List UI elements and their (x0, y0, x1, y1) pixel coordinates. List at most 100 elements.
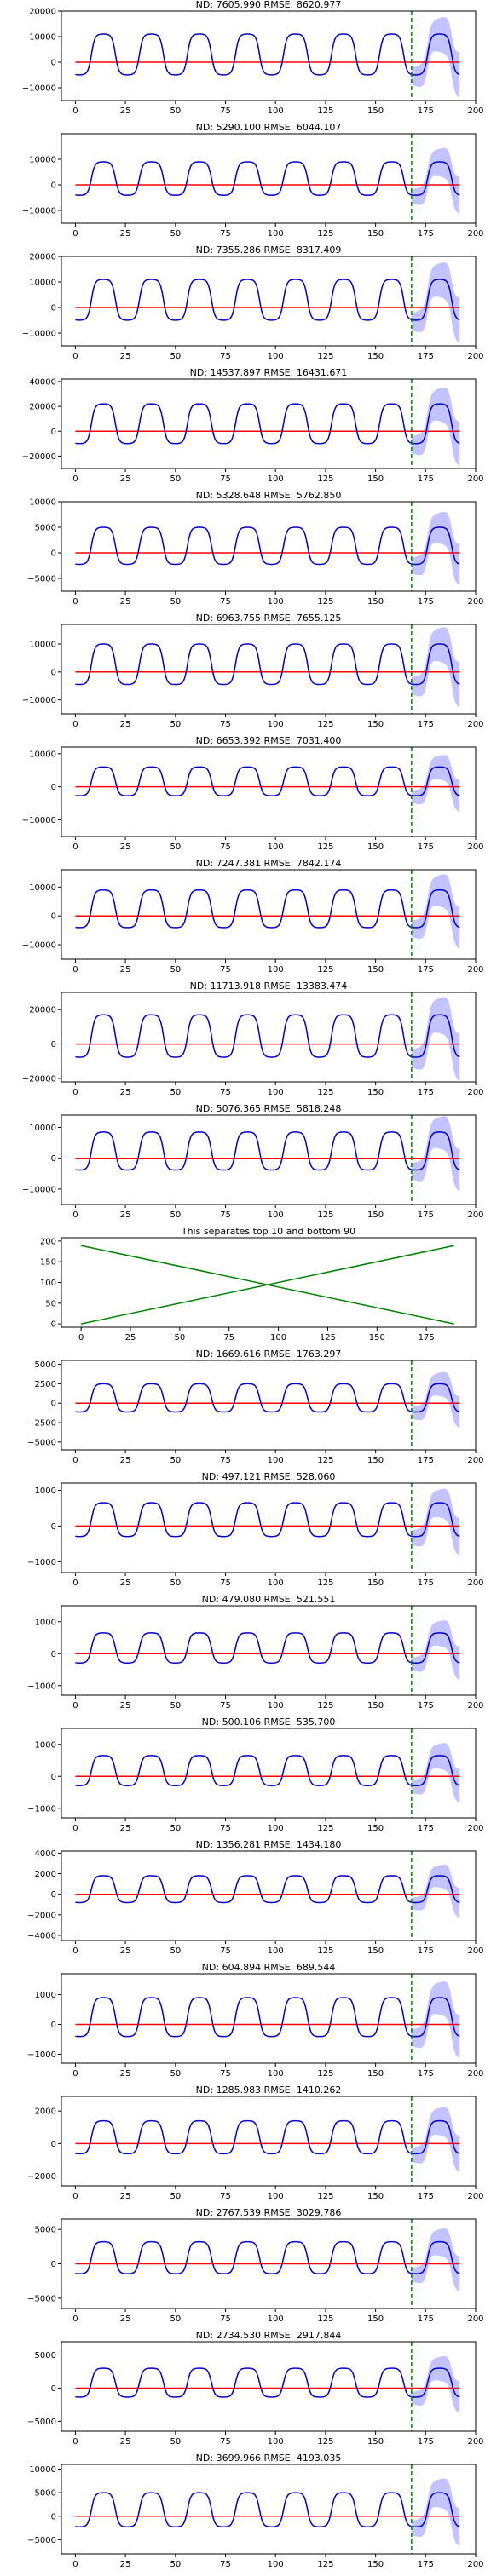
x-tick-label: 125 (317, 2192, 333, 2201)
actual-series (75, 643, 460, 686)
y-tick-label: −5000 (27, 2418, 56, 2427)
x-tick-label: 100 (268, 842, 284, 852)
x-tick-label: 25 (120, 720, 131, 729)
y-tick-label: −5000 (27, 2536, 56, 2545)
x-tick-label: 0 (72, 1701, 78, 1711)
subplot-title: ND: 7605.990 RMSE: 8620.977 (196, 0, 342, 10)
x-tick-label: 200 (467, 2192, 483, 2201)
x-tick-label: 125 (317, 352, 333, 361)
x-tick-label: 100 (268, 1824, 284, 1833)
plot-area (75, 379, 460, 469)
subplot-title: ND: 497.121 RMSE: 528.060 (202, 1471, 336, 1482)
y-tick-label: −10000 (22, 84, 56, 94)
subplot-18: ND: 1285.983 RMSE: 1410.262 0 25 50 75 100 125… (27, 2084, 483, 2201)
x-tick-label: 25 (120, 474, 131, 484)
subplot-9: ND: 11713.918 RMSE: 13383.474 0 25 50 75 100 1… (22, 980, 484, 1097)
x-tick-label: 150 (367, 352, 384, 361)
actual-series (75, 1755, 460, 1786)
subplot-2: ND: 5290.100 RMSE: 6044.107 0 25 50 75 100 125… (22, 122, 484, 239)
x-tick-label: 125 (317, 1210, 333, 1220)
y-tick-label: −10000 (22, 816, 56, 825)
plot-area (75, 624, 460, 714)
y-tick-label: −4000 (27, 1931, 56, 1941)
x-tick-label: 125 (317, 2069, 333, 2079)
y-tick-label: −2000 (27, 1911, 56, 1920)
y-tick-label: −1000 (27, 1558, 56, 1567)
x-tick-label: 25 (120, 2560, 131, 2569)
y-tick-label: 2500 (35, 1380, 56, 1389)
x-tick-label: 75 (223, 1333, 234, 1343)
axes-frame (61, 1728, 477, 1819)
x-tick-label: 0 (72, 2069, 78, 2079)
subplot-title: ND: 6653.392 RMSE: 7031.400 (196, 735, 342, 746)
x-tick-label: 50 (170, 2069, 181, 2079)
x-tick-label: 50 (170, 2314, 181, 2324)
x-tick-label: 175 (418, 965, 434, 975)
x-tick-label: 50 (170, 229, 181, 239)
x-tick-label: 175 (418, 2560, 434, 2569)
y-tick-label: 0 (51, 1400, 56, 1409)
actual-series (75, 2492, 460, 2527)
y-tick-label: 0 (51, 1650, 56, 1659)
x-tick-label: 100 (268, 2069, 284, 2079)
y-tick-label: 0 (51, 59, 56, 68)
x-tick-label: 50 (170, 720, 181, 729)
x-tick-label: 100 (268, 597, 284, 607)
y-tick-label: −5000 (27, 2294, 56, 2303)
y-tick-label: 200 (40, 1237, 56, 1246)
actual-series (75, 1131, 460, 1171)
x-tick-label: 75 (220, 2192, 231, 2201)
x-tick-label: 75 (220, 1578, 231, 1588)
x-tick-label: 200 (467, 597, 483, 607)
y-tick-label: 0 (51, 2512, 56, 2521)
x-tick-label: 100 (268, 1578, 284, 1588)
x-tick-label: 0 (72, 597, 78, 607)
x-tick-label: 50 (170, 2560, 181, 2569)
x-tick-label: 50 (170, 1578, 181, 1588)
x-tick-label: 0 (78, 1333, 84, 1343)
x-tick-label: 75 (220, 1456, 231, 1465)
plot-area (75, 2464, 460, 2554)
x-tick-label: 0 (72, 2314, 78, 2324)
x-tick-label: 50 (170, 1210, 181, 1220)
axes-frame (61, 256, 477, 347)
subplot-10: ND: 5076.365 RMSE: 5818.248 0 25 50 75 100 125… (22, 1103, 484, 1220)
x-tick-label: 100 (268, 2437, 284, 2447)
y-tick-label: 2000 (35, 1870, 56, 1879)
x-tick-label: 50 (170, 352, 181, 361)
x-tick-label: 125 (317, 1824, 333, 1833)
x-tick-label: 200 (467, 1088, 483, 1097)
x-tick-label: 0 (72, 1210, 78, 1220)
actual-series (75, 2240, 460, 2274)
y-tick-label: 10000 (29, 498, 56, 508)
x-tick-label: 0 (72, 965, 78, 975)
axes-frame (61, 501, 477, 592)
plot-area (75, 1360, 460, 1450)
x-tick-label: 100 (268, 474, 284, 484)
x-tick-label: 0 (72, 1456, 78, 1465)
actual-series (75, 2119, 460, 2155)
x-tick-label: 150 (367, 1210, 384, 1220)
y-tick-label: 0 (51, 912, 56, 922)
x-tick-label: 150 (367, 2192, 384, 2201)
x-tick-label: 150 (367, 1456, 384, 1465)
plot-area (75, 1728, 460, 1818)
x-tick-label: 50 (170, 474, 181, 484)
subplot-4: ND: 14537.897 RMSE: 16431.671 0 25 50 75 100 1… (22, 367, 484, 484)
x-tick-label: 175 (418, 2069, 434, 2079)
plot-area (75, 502, 460, 591)
x-tick-label: 125 (317, 1456, 333, 1465)
x-tick-label: 75 (220, 965, 231, 975)
y-tick-label: 40000 (29, 377, 56, 387)
x-tick-label: 175 (418, 597, 434, 607)
x-tick-label: 175 (418, 1456, 434, 1465)
x-tick-label: 100 (268, 2314, 284, 2324)
y-tick-label: −5000 (27, 575, 56, 584)
x-tick-label: 50 (170, 106, 181, 116)
y-tick-label: −20000 (22, 1074, 56, 1084)
x-tick-label: 200 (467, 229, 483, 239)
x-tick-label: 75 (220, 2069, 231, 2079)
x-tick-label: 175 (418, 229, 434, 239)
plot-area (75, 1851, 460, 1941)
x-tick-label: 100 (270, 1333, 286, 1343)
